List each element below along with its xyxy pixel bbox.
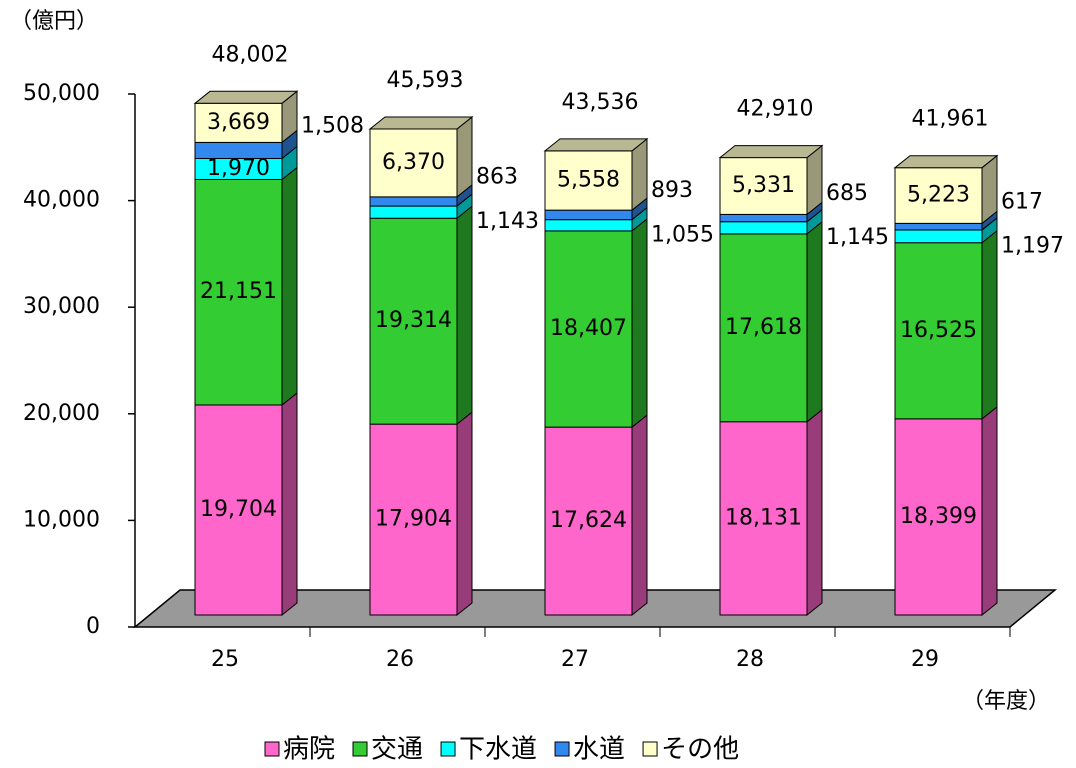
total-label: 45,593 bbox=[387, 68, 464, 93]
total-label: 42,910 bbox=[737, 97, 814, 122]
y-tick-label: 20,000 bbox=[23, 401, 100, 426]
x-tick-label: 26 bbox=[386, 647, 414, 672]
bar-segment bbox=[194, 141, 283, 159]
bar-side bbox=[456, 115, 473, 198]
bar-segment bbox=[719, 213, 808, 223]
legend-label: 交通 bbox=[371, 735, 423, 765]
legend-label: 下水道 bbox=[459, 735, 537, 765]
bar-segment bbox=[544, 209, 633, 221]
x-tick-label: 27 bbox=[561, 647, 589, 672]
bar-segment bbox=[894, 167, 983, 224]
value-label: 863 bbox=[476, 164, 518, 189]
total-label: 48,002 bbox=[212, 42, 289, 67]
bar-side bbox=[631, 414, 648, 617]
total-label: 41,961 bbox=[912, 107, 989, 132]
y-tick-label: 10,000 bbox=[23, 507, 100, 532]
legend-label: 病院 bbox=[283, 735, 335, 765]
total-label: 43,536 bbox=[562, 90, 639, 115]
bar-segment bbox=[369, 196, 458, 207]
y-tick-label: 50,000 bbox=[23, 81, 100, 106]
bar-side bbox=[456, 411, 473, 617]
bar-side bbox=[806, 408, 823, 617]
value-label: 21,151 bbox=[200, 279, 277, 304]
value-label: 18,131 bbox=[725, 505, 802, 530]
bar-top bbox=[718, 145, 824, 159]
bar-segment bbox=[719, 221, 808, 235]
bar-segment bbox=[544, 150, 633, 211]
value-label: 1,197 bbox=[1001, 233, 1064, 258]
value-label: 3,669 bbox=[207, 110, 270, 135]
x-tick-label: 25 bbox=[211, 647, 239, 672]
value-label: 17,624 bbox=[550, 508, 627, 533]
bar-segment bbox=[369, 205, 458, 219]
bar-top bbox=[543, 138, 649, 152]
bar-top bbox=[368, 116, 474, 130]
bar-segment bbox=[369, 217, 458, 425]
bar-side bbox=[981, 405, 998, 617]
value-label: 685 bbox=[826, 181, 868, 206]
y-unit: （億円） bbox=[10, 9, 98, 34]
legend-swatch bbox=[642, 741, 658, 757]
value-label: 1,970 bbox=[207, 156, 270, 181]
value-label: 18,399 bbox=[900, 504, 977, 529]
bar-segment bbox=[194, 178, 283, 406]
value-label: 893 bbox=[651, 178, 693, 203]
value-label: 5,331 bbox=[732, 173, 795, 198]
x-tick-label: 28 bbox=[736, 647, 764, 672]
bar-segment bbox=[544, 219, 633, 232]
value-label: 1,055 bbox=[651, 222, 714, 247]
bar-side bbox=[981, 229, 998, 420]
bar-side bbox=[631, 217, 648, 429]
legend-swatch bbox=[264, 741, 280, 757]
bar-segment bbox=[719, 233, 808, 423]
x-tick-label: 29 bbox=[911, 647, 939, 672]
bar-side bbox=[281, 166, 298, 406]
legend-label: 水道 bbox=[573, 735, 625, 765]
bar-top bbox=[193, 90, 299, 104]
legend-swatch bbox=[554, 741, 570, 757]
x-unit: （年度） bbox=[962, 689, 1050, 714]
bar-side bbox=[456, 205, 473, 426]
value-label: 19,314 bbox=[375, 308, 452, 333]
y-tick-label: 40,000 bbox=[23, 188, 100, 213]
value-label: 19,704 bbox=[200, 497, 277, 522]
y-tick-label: 0 bbox=[86, 614, 100, 639]
value-label: 6,370 bbox=[382, 150, 445, 175]
legend-swatch bbox=[352, 741, 368, 757]
bar-segment bbox=[894, 222, 983, 231]
legend-label: その他 bbox=[661, 735, 739, 765]
value-label: 18,407 bbox=[550, 316, 627, 341]
bar-segment bbox=[894, 242, 983, 420]
bar-side bbox=[281, 391, 298, 617]
value-label: 16,525 bbox=[900, 318, 977, 343]
value-label: 5,223 bbox=[907, 183, 970, 208]
legend-swatch bbox=[440, 741, 456, 757]
bar-side bbox=[806, 220, 823, 423]
bar-segment bbox=[894, 418, 983, 616]
value-label: 1,145 bbox=[826, 225, 889, 250]
bar-segment bbox=[719, 157, 808, 215]
bar-segment bbox=[894, 229, 983, 244]
bar-top bbox=[893, 155, 999, 169]
value-label: 17,618 bbox=[725, 315, 802, 340]
bar-segment bbox=[194, 404, 283, 616]
value-label: 617 bbox=[1001, 190, 1043, 215]
bar-segment bbox=[194, 102, 283, 143]
value-label: 1,508 bbox=[301, 113, 364, 138]
value-label: 5,558 bbox=[557, 168, 620, 193]
value-label: 1,143 bbox=[476, 209, 539, 234]
value-label: 17,904 bbox=[375, 507, 452, 532]
y-tick-label: 30,000 bbox=[23, 294, 100, 319]
